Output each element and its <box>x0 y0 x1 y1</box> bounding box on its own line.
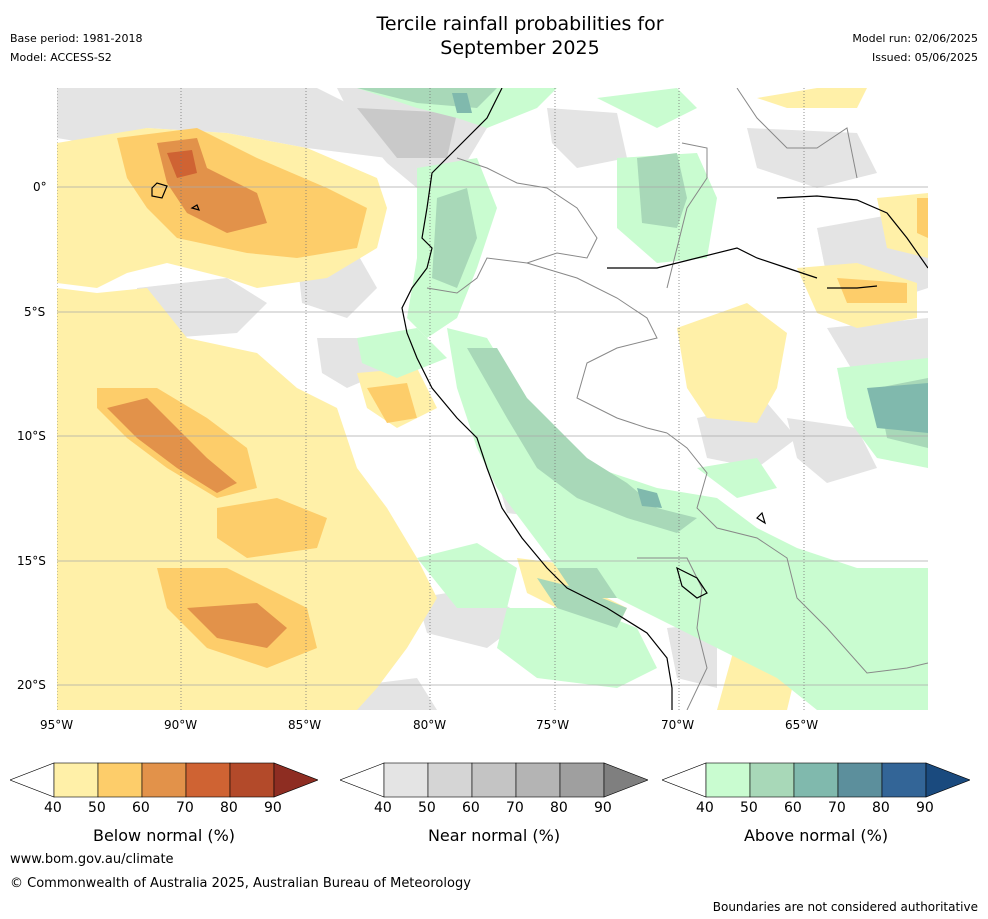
below-normal-colorbar <box>9 762 319 798</box>
below-colorbar-min-extend <box>9 762 55 798</box>
lat-label-10s: 10°S <box>17 429 46 443</box>
near-tick-50: 50 <box>418 800 436 816</box>
below-tick-50: 50 <box>88 800 106 816</box>
below-normal-70 <box>167 150 197 178</box>
below-colorbar-swatch-40 <box>53 762 99 798</box>
above-tick-40: 40 <box>696 800 714 816</box>
lat-label-5s: 5°S <box>24 305 46 319</box>
near-tick-40: 40 <box>374 800 392 816</box>
website-link[interactable]: www.bom.gov.au/climate <box>10 852 174 867</box>
near-normal-label: Near normal (%) <box>427 826 561 845</box>
above-tick-70: 70 <box>828 800 846 816</box>
above-normal-colorbar-graphic <box>661 762 971 798</box>
graticule <box>57 88 928 710</box>
base-period-text: Base period: 1981-2018 <box>10 32 143 45</box>
above-tick-60: 60 <box>784 800 802 816</box>
below-colorbar-swatch-80 <box>229 762 275 798</box>
near-colorbar-min-extend <box>339 762 385 798</box>
model-text: Model: ACCESS-S2 <box>10 51 112 64</box>
above-normal-colorbar <box>661 762 971 798</box>
above-colorbar-swatch-80 <box>881 762 927 798</box>
below-tick-70: 70 <box>176 800 194 816</box>
above-colorbar-swatch-70 <box>837 762 883 798</box>
coastline <box>151 88 928 710</box>
lat-label-0: 0° <box>33 180 47 194</box>
lat-label-20s: 20°S <box>17 678 46 692</box>
near-tick-70: 70 <box>506 800 524 816</box>
near-normal-colorbar-graphic <box>339 762 649 798</box>
below-normal-label: Below normal (%) <box>92 826 236 845</box>
copyright-text: © Commonwealth of Australia 2025, Austra… <box>10 876 471 891</box>
above-colorbar-swatch-50 <box>749 762 795 798</box>
below-colorbar-swatch-50 <box>97 762 143 798</box>
above-colorbar-swatch-60 <box>793 762 839 798</box>
near-normal-colorbar <box>339 762 649 798</box>
above-colorbar-min-extend <box>661 762 707 798</box>
above-tick-50: 50 <box>740 800 758 816</box>
near-tick-90: 90 <box>594 800 612 816</box>
below-normal-colorbar-graphic <box>9 762 319 798</box>
above-tick-80: 80 <box>872 800 890 816</box>
model-run-text: Model run: 02/06/2025 <box>852 32 978 45</box>
map-title: Tercile rainfall probabilities for Septe… <box>376 13 664 59</box>
near-colorbar-swatch-70 <box>515 762 561 798</box>
below-normal-ticks: 40 50 60 70 80 90 <box>10 800 318 820</box>
near-normal-ticks: 40 50 60 70 80 90 <box>340 800 648 820</box>
lon-label-90w: 90°W <box>164 718 198 732</box>
lon-label-95w: 95°W <box>40 718 74 732</box>
below-colorbar-swatch-60 <box>141 762 187 798</box>
lon-label-80w: 80°W <box>413 718 447 732</box>
below-tick-90: 90 <box>264 800 282 816</box>
probability-map <box>57 88 928 710</box>
near-colorbar-max-extend <box>603 762 649 798</box>
above-tick-90: 90 <box>916 800 934 816</box>
lon-label-85w: 85°W <box>288 718 322 732</box>
below-tick-60: 60 <box>132 800 150 816</box>
below-colorbar-max-extend <box>273 762 319 798</box>
above-normal-60 <box>452 93 928 508</box>
issued-text: Issued: 05/06/2025 <box>871 51 978 64</box>
near-colorbar-swatch-40 <box>383 762 429 798</box>
lon-label-65w: 65°W <box>785 718 819 732</box>
below-colorbar-swatch-70 <box>185 762 231 798</box>
near-tick-80: 80 <box>550 800 568 816</box>
near-tick-60: 60 <box>462 800 480 816</box>
near-normal-strong <box>357 108 457 158</box>
near-colorbar-swatch-80 <box>559 762 605 798</box>
country-borders <box>426 88 928 710</box>
lon-label-75w: 75°W <box>536 718 570 732</box>
above-colorbar-swatch-40 <box>705 762 751 798</box>
near-colorbar-swatch-60 <box>471 762 517 798</box>
lat-label-15s: 15°S <box>17 554 46 568</box>
below-tick-80: 80 <box>220 800 238 816</box>
near-colorbar-swatch-50 <box>427 762 473 798</box>
below-tick-40: 40 <box>44 800 62 816</box>
above-colorbar-max-extend <box>925 762 971 798</box>
map-area <box>57 88 928 710</box>
above-normal-label: Above normal (%) <box>743 826 889 845</box>
disclaimer-text: Boundaries are not considered authoritat… <box>712 900 978 914</box>
above-normal-ticks: 40 50 60 70 80 90 <box>662 800 970 820</box>
lon-label-70w: 70°W <box>661 718 695 732</box>
